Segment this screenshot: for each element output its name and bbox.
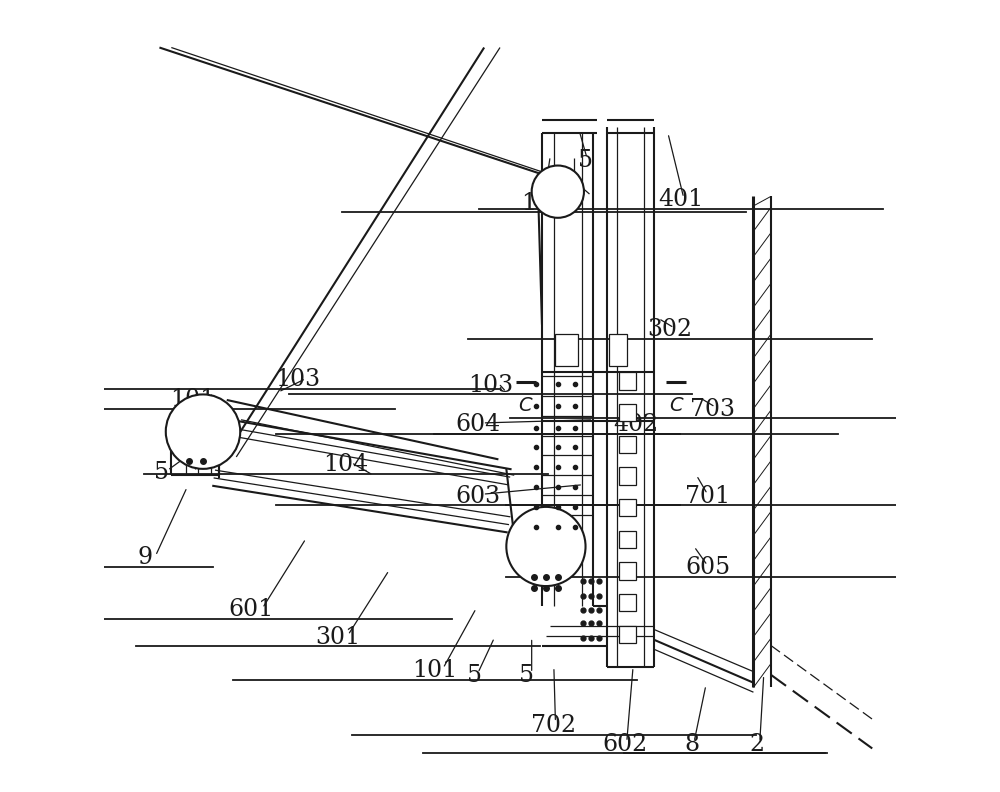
Text: 605: 605 — [685, 556, 730, 579]
Text: 5: 5 — [519, 664, 534, 687]
Text: 604: 604 — [455, 413, 500, 436]
Bar — [619, 467, 636, 485]
Circle shape — [532, 166, 584, 218]
Text: 2: 2 — [750, 733, 765, 756]
Text: 701: 701 — [685, 485, 730, 508]
Text: 5: 5 — [154, 461, 169, 484]
Text: 601: 601 — [228, 598, 273, 621]
Text: 102: 102 — [521, 192, 566, 215]
Text: 602: 602 — [603, 733, 648, 756]
Bar — [555, 334, 578, 366]
Text: 9: 9 — [138, 546, 153, 569]
Text: C: C — [519, 396, 532, 415]
Bar — [619, 626, 636, 643]
Text: 8: 8 — [684, 733, 699, 756]
Text: 5: 5 — [467, 664, 482, 687]
Text: 702: 702 — [531, 714, 576, 737]
Bar — [619, 562, 636, 580]
Text: 401: 401 — [658, 188, 703, 211]
Text: 5: 5 — [578, 149, 593, 172]
Circle shape — [506, 507, 586, 586]
Text: 302: 302 — [648, 318, 693, 341]
Bar — [619, 531, 636, 548]
Text: 103: 103 — [468, 374, 513, 397]
Text: 603: 603 — [455, 485, 500, 508]
Bar — [619, 499, 636, 516]
Circle shape — [166, 394, 240, 469]
Text: C: C — [669, 396, 683, 415]
Bar — [619, 436, 636, 453]
Text: 101: 101 — [170, 388, 215, 411]
Bar — [619, 404, 636, 421]
Text: 103: 103 — [275, 368, 321, 391]
Text: 104: 104 — [323, 453, 368, 476]
Text: 301: 301 — [315, 626, 360, 649]
Text: 101: 101 — [412, 659, 458, 682]
Bar — [609, 334, 627, 366]
Bar — [619, 372, 636, 390]
Text: 402: 402 — [614, 413, 659, 436]
Bar — [619, 594, 636, 611]
Text: 703: 703 — [690, 398, 735, 421]
